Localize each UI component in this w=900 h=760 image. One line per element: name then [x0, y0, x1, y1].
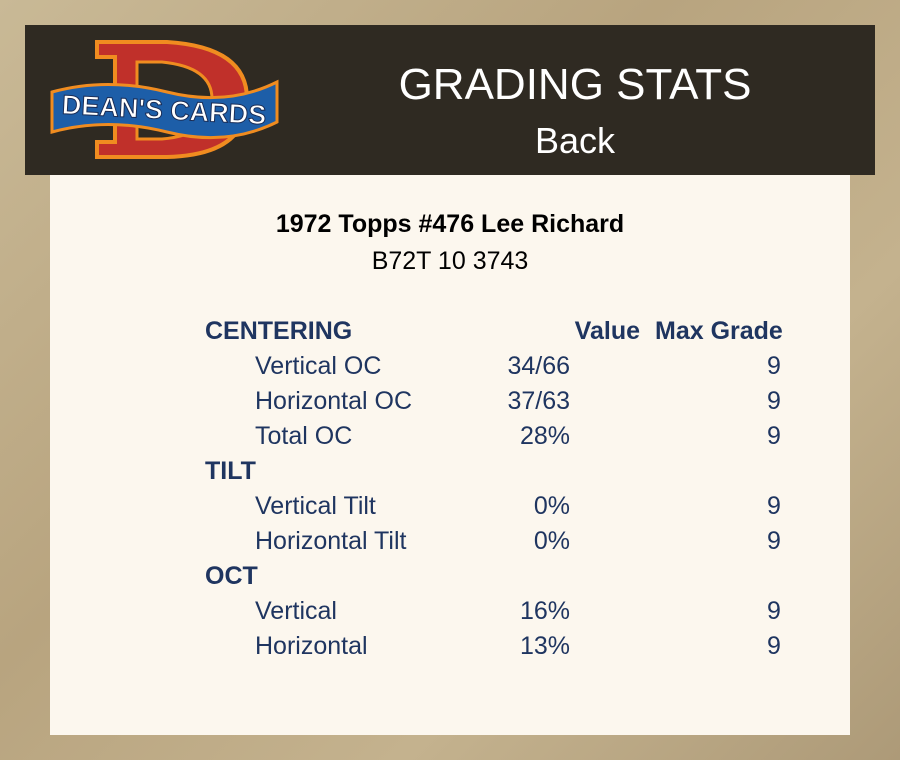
column-header-max-grade: Max Grade — [655, 317, 783, 345]
row-label: Total OC — [255, 422, 353, 450]
row-label: Horizontal Tilt — [255, 527, 407, 555]
stat-row: Total OC 28% 9 — [50, 422, 850, 452]
row-value: 0% — [533, 492, 570, 520]
row-max-grade: 9 — [767, 352, 781, 380]
card-id: B72T 10 3743 — [371, 247, 529, 275]
row-value: 13% — [519, 632, 570, 660]
row-label: Vertical OC — [255, 352, 382, 380]
row-max-grade: 9 — [767, 632, 781, 660]
row-label: Horizontal OC — [255, 387, 412, 415]
row-value: 34/66 — [507, 352, 570, 380]
row-value: 16% — [519, 597, 570, 625]
stats-panel: 1972 Topps #476 Lee Richard B72T 10 3743… — [50, 175, 850, 735]
stat-row: Vertical Tilt 0% 9 — [50, 492, 850, 522]
row-value: 28% — [519, 422, 570, 450]
page-subtitle: Back — [534, 120, 616, 161]
row-label: Horizontal — [255, 632, 368, 660]
row-max-grade: 9 — [767, 597, 781, 625]
column-header-value: Value — [574, 317, 640, 345]
row-label: Vertical — [255, 597, 337, 625]
stat-row: Horizontal 13% 9 — [50, 632, 850, 662]
section-heading: OCT — [50, 562, 850, 592]
header: DEAN'S CARDS GRADING STATS Back — [25, 25, 875, 175]
row-label: Vertical Tilt — [255, 492, 376, 520]
row-value: 0% — [533, 527, 570, 555]
deans-cards-logo: DEAN'S CARDS — [50, 40, 279, 159]
row-label: OCT — [205, 562, 258, 590]
section-heading: TILT — [50, 457, 850, 487]
row-label: TILT — [205, 457, 256, 485]
row-value: 37/63 — [507, 387, 570, 415]
row-max-grade: 9 — [767, 387, 781, 415]
row-max-grade: 9 — [767, 492, 781, 520]
row-label: CENTERING — [205, 317, 353, 345]
stat-row: Horizontal Tilt 0% 9 — [50, 527, 850, 557]
row-max-grade: 9 — [767, 422, 781, 450]
card-title: 1972 Topps #476 Lee Richard — [275, 210, 625, 238]
stat-row: Vertical OC 34/66 9 — [50, 352, 850, 382]
section-heading: CENTERING Value Max Grade — [50, 317, 850, 347]
row-max-grade: 9 — [767, 527, 781, 555]
stat-row: Vertical 16% 9 — [50, 597, 850, 627]
stat-row: Horizontal OC 37/63 9 — [50, 387, 850, 417]
page-title: GRADING STATS — [398, 60, 752, 109]
